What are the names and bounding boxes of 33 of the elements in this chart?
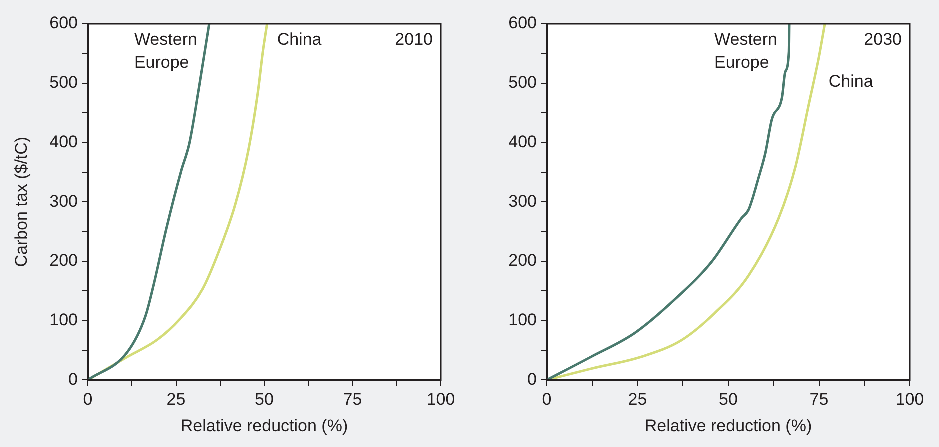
y-tick-label: 0 [68, 370, 78, 389]
y-tick-label: 400 [50, 132, 78, 152]
series-label: China [828, 72, 874, 92]
y-tick-label: 400 [508, 132, 537, 152]
y-tick-label: 0 [528, 370, 537, 389]
y-tick-label: 200 [508, 251, 537, 270]
annotation: 2030 [864, 30, 902, 50]
x-tick-label: 25 [628, 390, 648, 410]
x-tick-label: 100 [426, 390, 456, 410]
x-tick-label: 75 [810, 390, 829, 410]
y-tick-label: 500 [508, 73, 537, 92]
x-tick-label: 0 [542, 390, 552, 410]
y-tick-label: 100 [50, 310, 78, 330]
y-tick-label: 500 [50, 73, 78, 92]
y-tick-label: 300 [508, 192, 537, 211]
x-axis-title: Relative reduction (%) [180, 416, 348, 436]
y-tick-label: 600 [50, 14, 78, 33]
x-tick-label: 75 [343, 390, 362, 410]
x-tick-label: 0 [83, 390, 93, 410]
x-tick-label: 50 [255, 390, 274, 410]
y-tick-label: 600 [508, 14, 537, 33]
series-label: Western Europe [714, 30, 778, 72]
series-label: China [277, 30, 322, 50]
series-label: Western Europe [134, 30, 198, 72]
x-axis-title: Relative reduction (%) [644, 416, 812, 436]
y-axis-title: Carbon tax ($/tC) [12, 136, 31, 268]
annotation: 2010 [395, 30, 433, 50]
y-tick-label: 300 [50, 192, 78, 211]
y-tick-label: 100 [508, 310, 537, 330]
y-tick-label: 200 [50, 251, 78, 270]
x-tick-label: 100 [896, 390, 924, 410]
x-tick-label: 50 [719, 390, 738, 410]
x-tick-label: 25 [166, 390, 186, 410]
